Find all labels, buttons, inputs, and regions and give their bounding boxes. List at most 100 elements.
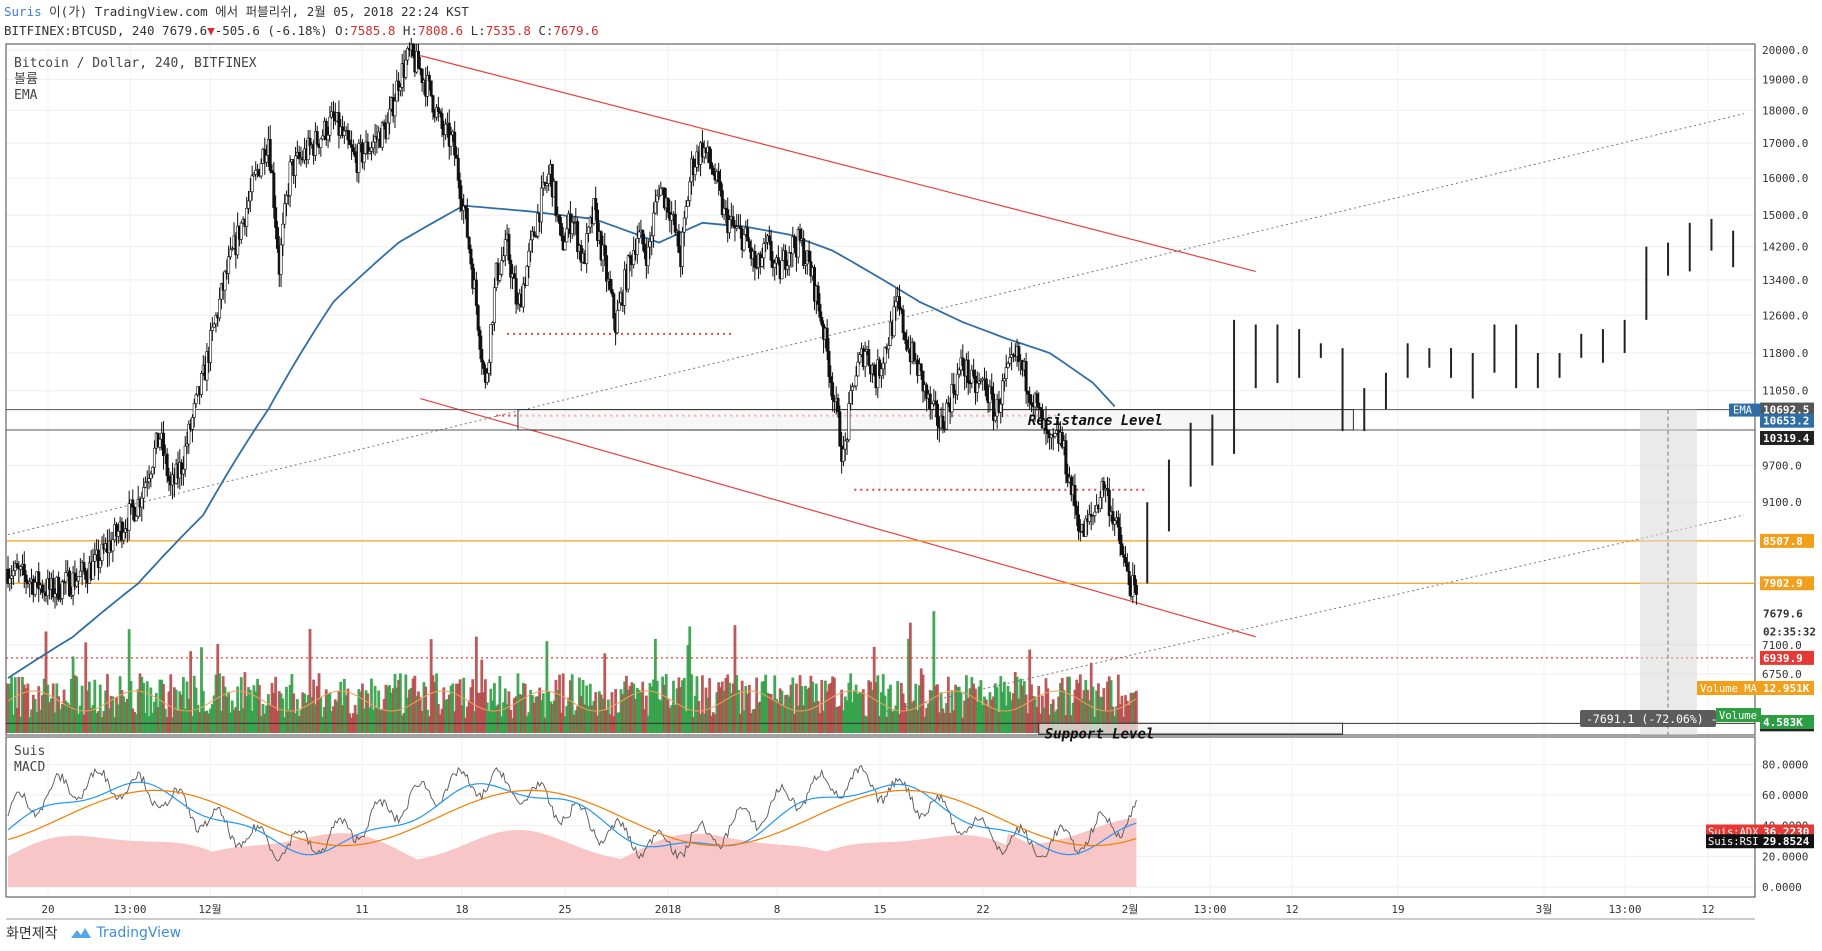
open-label: O: [335,23,351,38]
volume-bar [1106,681,1109,733]
volume-bar [380,708,384,733]
volume-bar [299,709,303,733]
candle-body [686,200,690,207]
candle-body [279,244,283,275]
volume-bar [867,680,871,733]
volume-bar [234,707,238,733]
brand-name: TradingView [96,925,182,941]
volume-bar [455,683,458,733]
volume-bar [333,699,337,733]
candle-body [427,75,431,82]
author-link[interactable]: Suris [4,4,42,19]
volume-bar [755,677,759,733]
candle-body [718,181,722,191]
volume-bar [552,700,556,733]
volume-bar [766,692,769,733]
price-tick-label: 15000.0 [1762,209,1808,222]
volume-bar [910,702,914,733]
volume-bar [984,699,988,733]
volume-bar [751,709,755,733]
candle-body [637,231,641,239]
candle-body [968,382,972,385]
candle-body [787,251,791,267]
osc-tick-label: 0.0000 [1762,881,1802,894]
volume-bar [292,693,296,733]
candle-body [688,181,692,201]
candle-body [550,164,554,198]
volume-bar [33,699,37,733]
support-label: Support Level [1045,726,1155,742]
measure-label-box [1580,710,1716,727]
candle-body [731,216,735,226]
candle-body [485,372,489,383]
volume-bar [733,625,737,733]
volume-bar [288,684,292,733]
volume-bar [131,708,135,733]
volume-bar [628,685,632,733]
volume-bar [328,692,332,733]
volume-ma-tag-label: Volume MA [1700,683,1758,695]
volume-bar [1111,706,1115,733]
volume-bar [330,711,334,733]
candle-body [142,487,146,499]
volume-bar [216,644,220,733]
volume-bar [540,699,543,733]
volume-bar [847,682,851,733]
candle-body [143,482,147,488]
volume-bar [851,702,854,733]
volume-bar [675,688,679,733]
time-tick-label: 12월 [198,903,221,916]
volume-bar [858,692,862,733]
candle-body [850,386,854,391]
volume-bar [182,677,185,733]
volume-bar [359,691,363,733]
candle-body [366,141,370,154]
volume-bar [1019,678,1023,733]
price-tag-box [1760,402,1814,417]
candle-body [849,390,853,404]
volume-bar [272,692,276,733]
volume-bar [1033,696,1037,733]
volume-bar [116,704,120,733]
volume-bar [252,685,256,733]
candle-body [928,393,932,410]
volume-bar [420,711,424,733]
volume-bar [6,683,10,733]
candle-body [760,257,764,267]
volume-bar [1050,703,1053,733]
volume-bar [75,676,79,733]
candle-body [386,122,390,140]
candle-body [115,524,119,537]
volume-bar [927,703,930,733]
candle-body [1134,584,1138,595]
candles [6,37,1138,609]
candle-body [24,574,28,583]
candle-body [37,571,41,590]
volume-bar [650,686,654,733]
volume-bar [257,685,261,733]
volume-bar [587,705,590,733]
volume-bar [592,701,596,733]
volume-bar [60,704,64,733]
channel-top-line [420,55,1256,272]
chart-canvas[interactable]: Resistance Level Support Level -7691.1 (-7… [0,0,1822,920]
candle-body [331,111,335,117]
volume-bar [1012,693,1015,733]
volume-bar [729,693,733,733]
price-tag-box [1760,624,1814,639]
volume-bar [484,679,487,733]
volume-bar [767,693,771,733]
brand-link[interactable]: TradingView [70,925,182,941]
volume-bar [84,642,88,733]
candle-body [250,175,254,193]
volume-bar [1013,671,1017,733]
candle-body [1116,517,1120,528]
volume-bar [464,717,467,733]
candle-body [406,48,410,61]
volume-bar [655,680,659,733]
volume-bar [89,708,93,733]
close-label: C: [538,23,554,38]
candle-body [941,415,945,429]
candle-body [547,173,551,184]
volume-bar [399,673,402,733]
